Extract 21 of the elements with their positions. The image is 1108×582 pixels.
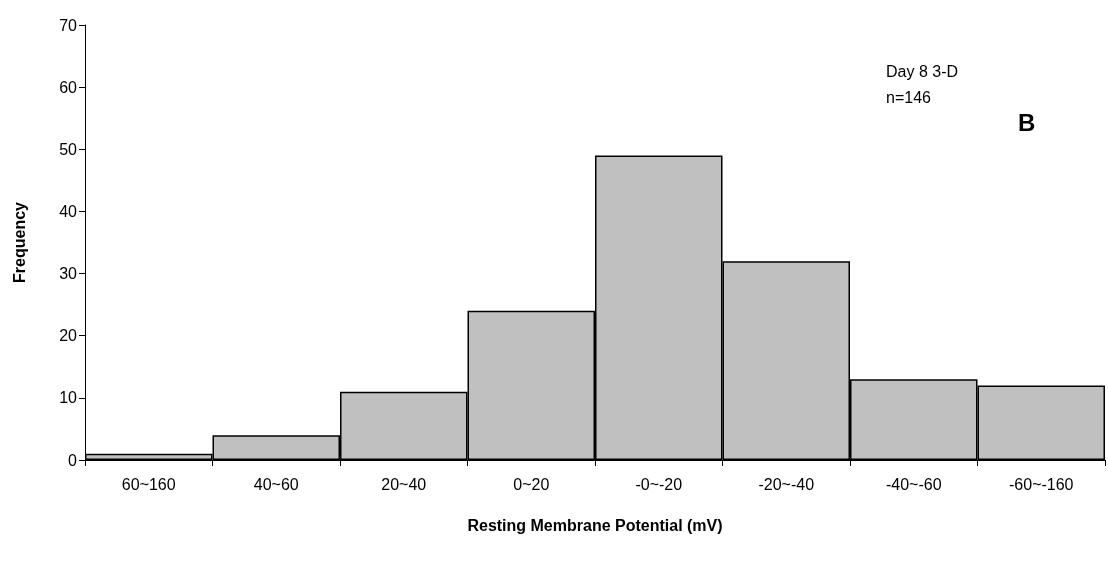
y-tick-label: 70 bbox=[59, 16, 78, 34]
x-tick-label: 60~160 bbox=[121, 475, 176, 493]
annotation: n=146 bbox=[886, 88, 932, 106]
y-axis-title: Frequency bbox=[10, 201, 28, 283]
x-tick-label: 20~40 bbox=[381, 475, 427, 493]
annotation: B bbox=[1018, 108, 1036, 136]
y-tick-label: 0 bbox=[68, 451, 78, 469]
y-tick-label: 20 bbox=[59, 327, 78, 345]
x-tick-label: -60~-160 bbox=[1009, 475, 1074, 493]
x-tick-label: 40~60 bbox=[253, 475, 299, 493]
x-tick-label: -0~-20 bbox=[635, 475, 683, 493]
x-tick-label: 0~20 bbox=[513, 475, 550, 493]
y-tick-label: 50 bbox=[59, 140, 78, 158]
y-tick-label: 40 bbox=[59, 202, 78, 220]
y-tick-label: 60 bbox=[59, 78, 78, 96]
annotation: Day 8 3-D bbox=[886, 62, 959, 80]
x-tick-label: -40~-60 bbox=[885, 475, 942, 493]
x-tick-label: -20~-40 bbox=[758, 475, 815, 493]
y-tick-label: 30 bbox=[59, 265, 78, 283]
y-tick-label: 10 bbox=[59, 389, 78, 407]
x-axis-title: Resting Membrane Potential (mV) bbox=[467, 516, 723, 534]
